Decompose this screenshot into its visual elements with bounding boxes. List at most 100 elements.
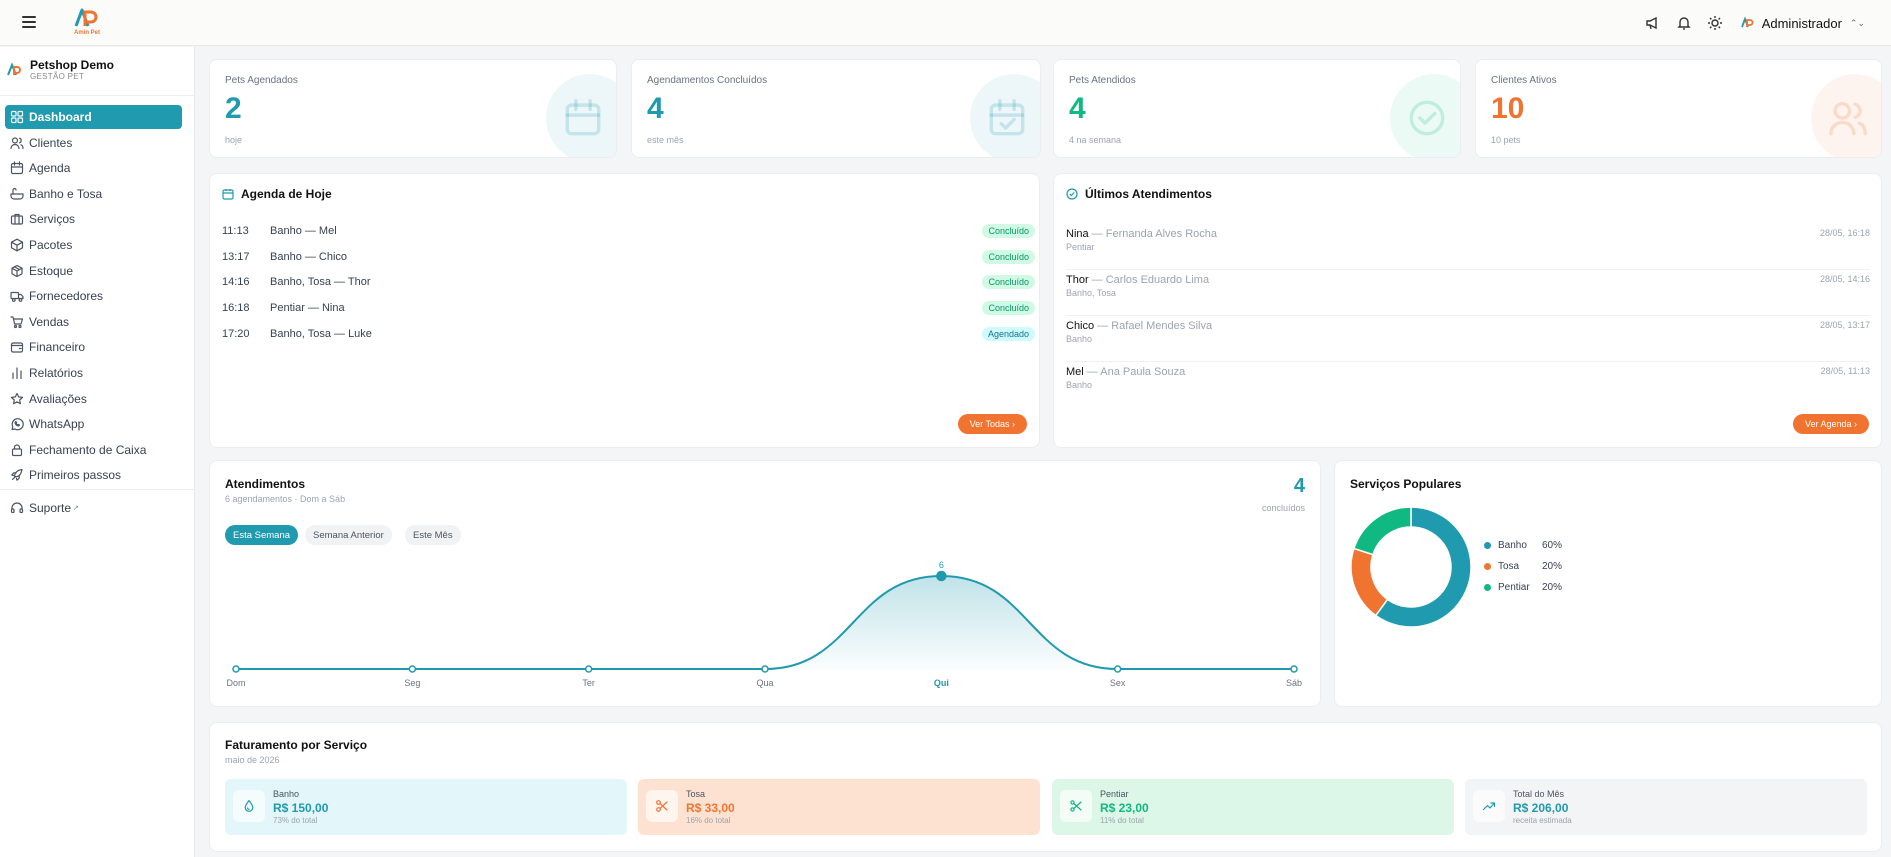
sidebar-item-label: Financeiro — [29, 340, 86, 355]
chart-point[interactable] — [584, 665, 593, 673]
list-item[interactable]: Mel — Ana Paula Souza Banho 28/05, 11:13 — [1066, 363, 1870, 408]
legend-label: Tosa — [1498, 561, 1520, 572]
stat-label: Pets Atendidos — [1069, 75, 1136, 86]
sidebar-item-relat-rios[interactable]: Relatórios — [5, 361, 182, 385]
sidebar-item-vendas[interactable]: Vendas — [5, 310, 182, 334]
stat-value: 4 — [647, 92, 664, 125]
sidebar-item-label: Banho e Tosa — [29, 186, 103, 201]
support-link[interactable]: Suporte ↗ — [10, 501, 79, 515]
list-item[interactable]: Nina — Fernanda Alves Rocha Pentiar 28/05,… — [1066, 225, 1870, 270]
legend-pct: 20% — [1542, 561, 1563, 572]
pet-name: Nina — [1066, 228, 1089, 240]
client-name: — Carlos Eduardo Lima — [1088, 274, 1210, 286]
check-circle-icon — [1390, 74, 1460, 157]
sidebar-item-label: Avaliações — [29, 391, 87, 406]
sidebar-item-agenda[interactable]: Agenda — [5, 156, 182, 180]
chart-point[interactable] — [232, 665, 240, 673]
sidebar-item-whatsapp[interactable]: WhatsApp — [5, 412, 182, 436]
revenue-box: Pentiar R$ 23,00 11% do total — [1052, 779, 1454, 835]
user-name: Administrador — [1761, 15, 1842, 31]
donut-slice-pentiar[interactable] — [1352, 506, 1412, 556]
sidebar-item-label: Clientes — [29, 135, 73, 150]
agenda-card: Agenda de Hoje 11:13 Banho — Mel Concluído… — [209, 173, 1040, 448]
agenda-row[interactable]: 14:16 Banho, Tosa — Thor Concluído — [222, 272, 1035, 292]
list-item[interactable]: Thor — Carlos Eduardo Lima Banho, Tosa 28/… — [1066, 271, 1870, 316]
chart-point[interactable] — [1113, 665, 1122, 673]
sidebar-item-fornecedores[interactable]: Fornecedores — [5, 284, 182, 308]
status-badge: Concluído — [982, 301, 1035, 316]
stat-subtext: este mês — [647, 135, 684, 145]
sidebar-item-banho-e-tosa[interactable]: Banho e Tosa — [5, 182, 182, 206]
agenda-time: 11:13 — [222, 225, 249, 237]
sidebar-item-fechamento-de-caixa[interactable]: Fechamento de Caixa — [5, 438, 182, 462]
data-label: 6 — [939, 560, 944, 570]
sidebar-item-dashboard[interactable]: Dashboard — [5, 105, 182, 129]
stat-subtext: 4 na semana — [1069, 135, 1122, 145]
sidebar-item-servi-os[interactable]: Serviços — [5, 207, 182, 231]
chart-point[interactable] — [936, 570, 947, 582]
sidebar-item-pacotes[interactable]: Pacotes — [5, 233, 182, 257]
agenda-row[interactable]: 17:20 Banho, Tosa — Luke Agendado — [222, 324, 1035, 344]
ultimos-title: Últimos Atendimentos — [1085, 187, 1212, 201]
ver-agenda-button[interactable]: Ver Agenda › — [1792, 414, 1869, 434]
agenda-row[interactable]: 16:18 Pentiar — Nina Concluído — [222, 298, 1035, 318]
stat-card: Pets Atendidos 4 4 na semana — [1053, 59, 1461, 158]
chart-point[interactable] — [408, 665, 417, 673]
top-bar: Amin Pet Administrador ⌃⌄ — [0, 0, 1891, 46]
sidebar-item-clientes[interactable]: Clientes — [5, 131, 182, 155]
donut-slice-banho[interactable] — [1374, 506, 1472, 628]
sidebar-item-label: Primeiros passos — [29, 468, 122, 483]
stat-value: 4 — [1069, 92, 1086, 125]
chart-point[interactable] — [1290, 665, 1298, 673]
revenue-value: R$ 33,00 — [686, 801, 735, 815]
sidebar-item-avalia-es[interactable]: Avaliações — [5, 387, 182, 411]
legend-dot — [1484, 542, 1491, 549]
agenda-time: 17:20 — [222, 327, 250, 340]
bell-icon[interactable] — [1674, 13, 1694, 33]
package-icon — [10, 238, 24, 252]
revenue-box: Banho R$ 150,00 73% do total — [225, 779, 627, 835]
sun-icon[interactable] — [1705, 13, 1725, 33]
sidebar-item-financeiro[interactable]: Financeiro — [5, 335, 182, 359]
agenda-time: 13:17 — [222, 250, 250, 263]
stat-subtext: 10 pets — [1491, 135, 1521, 145]
status-badge: Concluído — [982, 224, 1035, 238]
dashboard-icon — [10, 110, 24, 124]
app-logo[interactable]: Amin Pet — [70, 6, 104, 36]
org-subtitle: GESTÃO PET — [30, 72, 85, 81]
revenue-name: Total do Mês — [1513, 789, 1565, 799]
headset-icon — [10, 502, 24, 514]
agenda-desc: Pentiar — Nina — [270, 302, 345, 315]
sidebar-item-label: Dashboard — [29, 110, 92, 124]
sidebar-item-estoque[interactable]: Estoque — [5, 259, 182, 283]
x-tick-label: Seg — [404, 678, 420, 688]
donut-slice-tosa[interactable] — [1350, 547, 1389, 617]
list-item[interactable]: Chico — Rafael Mendes Silva Banho 28/05, 1… — [1066, 317, 1870, 362]
tab-semana-anterior[interactable]: Semana Anterior — [305, 525, 392, 545]
org-switcher[interactable]: Petshop Demo GESTÃO PET — [6, 59, 114, 81]
sidebar-item-label: Estoque — [29, 263, 74, 278]
org-name: Petshop Demo — [30, 58, 115, 72]
hamburger-icon[interactable] — [22, 13, 36, 33]
agenda-row[interactable]: 11:13 Banho — Mel Concluído — [222, 221, 1035, 241]
ver-todas-button[interactable]: Ver Todas › — [957, 414, 1027, 434]
legend-pct: 60% — [1542, 540, 1563, 551]
x-tick-label: Ter — [582, 678, 595, 688]
x-tick-label: Qui — [934, 678, 949, 688]
user-menu[interactable]: Administrador ⌃⌄ — [1740, 16, 1865, 31]
revenue-box: Tosa R$ 33,00 16% do total — [638, 779, 1040, 835]
agenda-row[interactable]: 13:17 Banho — Chico Concluído — [222, 247, 1035, 267]
sidebar-item-primeiros-passos[interactable]: Primeiros passos — [5, 463, 182, 487]
tab-este-m-s[interactable]: Este Mês — [405, 525, 461, 545]
sidebar: Petshop Demo GESTÃO PET Dashboard Cliente… — [0, 47, 195, 857]
megaphone-icon[interactable] — [1643, 13, 1663, 33]
agenda-title: Agenda de Hoje — [241, 187, 332, 201]
scissors-icon — [646, 790, 678, 822]
stat-card: Agendamentos Concluídos 4 este mês — [631, 59, 1041, 158]
tab-esta-semana[interactable]: Esta Semana — [225, 525, 299, 545]
calendar-check-icon — [970, 74, 1040, 157]
drop-icon — [233, 790, 265, 822]
chart-point[interactable] — [761, 665, 769, 673]
sidebar-item-label: Serviços — [29, 212, 76, 227]
status-badge: Concluído — [982, 249, 1035, 264]
